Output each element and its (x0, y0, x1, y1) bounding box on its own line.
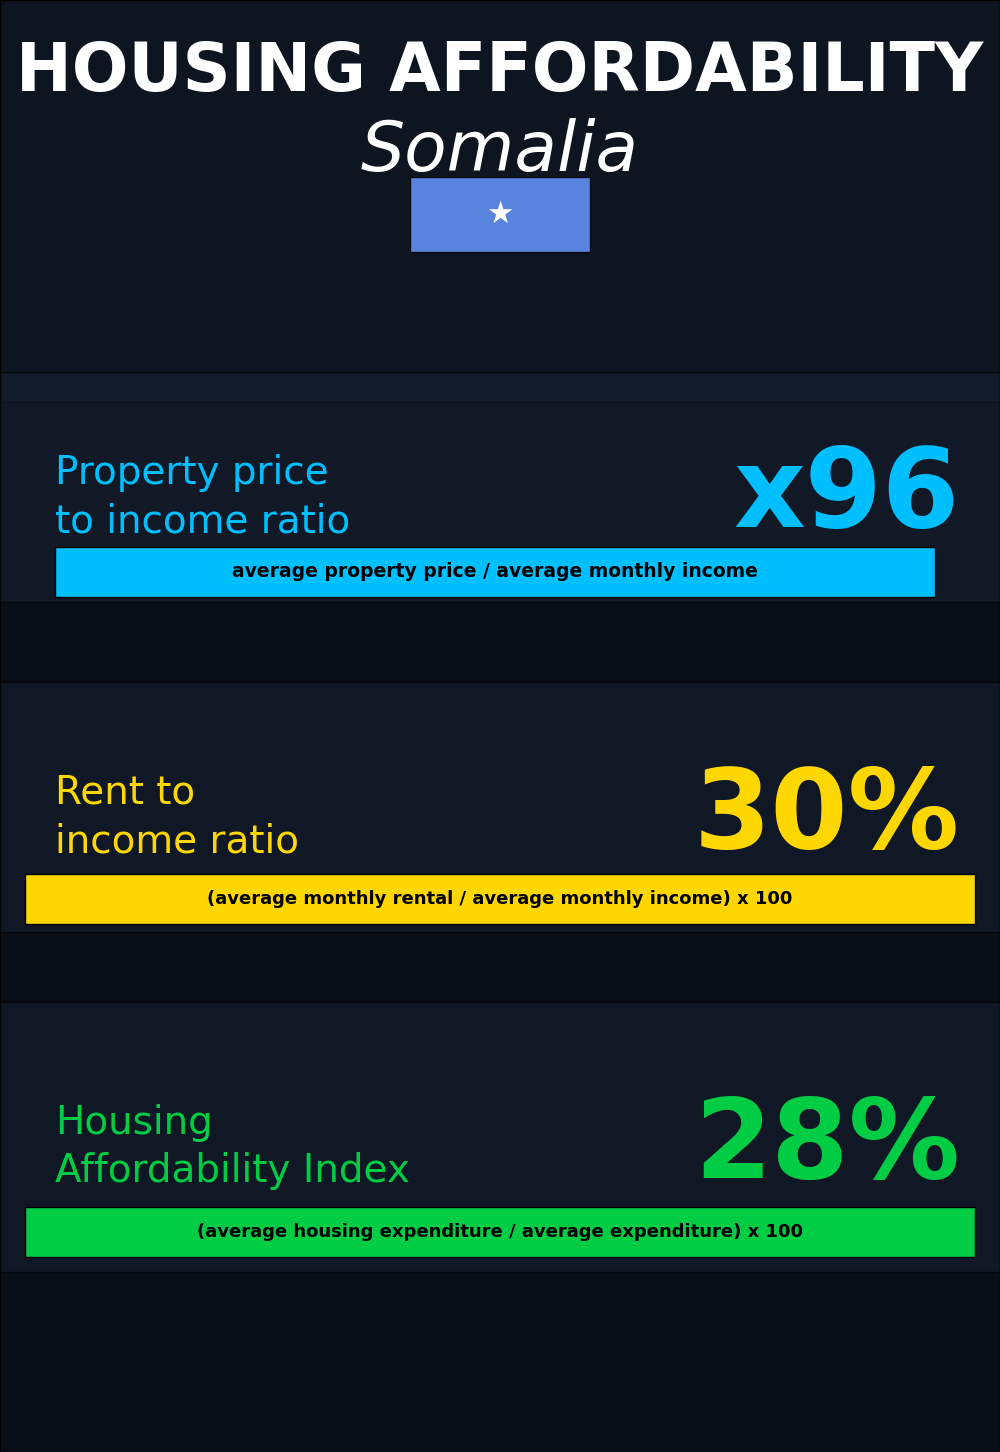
FancyBboxPatch shape (0, 402, 1000, 1452)
FancyBboxPatch shape (25, 874, 975, 923)
FancyBboxPatch shape (25, 1207, 975, 1257)
Text: (average housing expenditure / average expenditure) x 100: (average housing expenditure / average e… (197, 1223, 803, 1241)
Text: Somalia: Somalia (361, 119, 639, 186)
FancyBboxPatch shape (55, 547, 935, 597)
FancyBboxPatch shape (0, 1002, 1000, 1272)
FancyBboxPatch shape (0, 372, 1000, 603)
Text: 30%: 30% (694, 764, 960, 871)
Text: HOUSING AFFORDABILITY: HOUSING AFFORDABILITY (16, 39, 984, 105)
FancyBboxPatch shape (0, 682, 1000, 932)
Text: (average monthly rental / average monthly income) x 100: (average monthly rental / average monthl… (207, 890, 793, 908)
FancyBboxPatch shape (410, 177, 590, 253)
Text: Rent to
income ratio: Rent to income ratio (55, 774, 299, 860)
Text: x96: x96 (734, 443, 960, 550)
Text: ★: ★ (486, 200, 514, 229)
Text: average property price / average monthly income: average property price / average monthly… (232, 562, 758, 581)
Text: Housing
Affordability Index: Housing Affordability Index (55, 1104, 410, 1191)
FancyBboxPatch shape (0, 0, 1000, 402)
Text: 28%: 28% (694, 1093, 960, 1201)
Text: Property price
to income ratio: Property price to income ratio (55, 453, 350, 540)
